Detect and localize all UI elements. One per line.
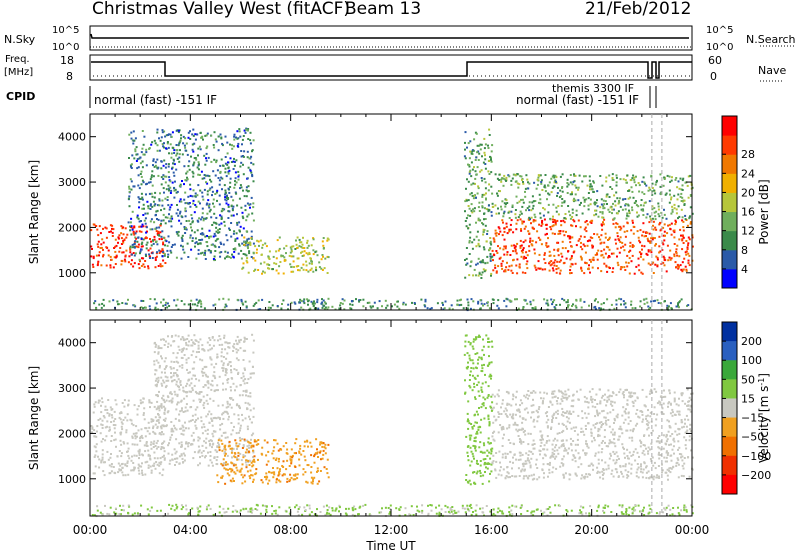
nsky-tick-low: 10^0 bbox=[52, 42, 79, 53]
cpid-label: CPID bbox=[6, 90, 35, 103]
freq-tick-high: 18 bbox=[60, 54, 74, 67]
colorbar-swatch bbox=[722, 116, 737, 136]
echo-plume-am bbox=[153, 334, 255, 467]
x-tick-label: 12:00 bbox=[374, 523, 409, 537]
x-tick-label: 04:00 bbox=[173, 523, 208, 537]
echo-afternoon-orange bbox=[216, 438, 329, 485]
y-tick-label: 2000 bbox=[58, 221, 86, 234]
freq-tick-low: 8 bbox=[66, 70, 73, 83]
colorbar-tick-label: 20 bbox=[741, 186, 755, 199]
colorbar-tick-label: 8 bbox=[741, 244, 748, 257]
colorbar-swatch bbox=[722, 154, 737, 174]
echo-ground-scatter-low bbox=[92, 504, 694, 517]
colorbar-tick-label: 100 bbox=[741, 354, 762, 367]
x-tick-label: 16:00 bbox=[474, 523, 509, 537]
y-tick-label: 2000 bbox=[58, 427, 86, 440]
echo-evening-upper bbox=[492, 173, 694, 220]
y-tick-label: 1000 bbox=[58, 267, 86, 280]
colorbar-swatch bbox=[722, 418, 737, 438]
echo-ground-scatter-low bbox=[93, 298, 693, 311]
colorbar-swatch bbox=[722, 250, 737, 270]
colorbar-tick-label: 24 bbox=[741, 167, 755, 180]
beam-label: Beam 13 bbox=[345, 0, 421, 19]
nsearch-label: N.Search bbox=[746, 33, 796, 46]
echo-plume-am bbox=[128, 128, 255, 262]
power-panel: 1000 2000 3000 4000 Slant Range [km] 4 8 12 16… bbox=[27, 114, 771, 311]
y-tick-label: 4000 bbox=[58, 337, 86, 350]
colorbar-swatch bbox=[722, 192, 737, 212]
colorbar-swatch bbox=[722, 398, 737, 418]
colorbar-tick-label: 50 bbox=[741, 373, 755, 386]
colorbar-swatch bbox=[722, 475, 737, 495]
echo-evening-grey bbox=[491, 388, 694, 481]
velocity-ylabel: Slant Range [km] bbox=[27, 366, 41, 470]
colorbar-tick-label: 16 bbox=[741, 206, 755, 219]
cpid-text-1: normal (fast) -151 IF bbox=[94, 93, 217, 107]
colorbar-swatch bbox=[722, 212, 737, 232]
y-tick-label: 4000 bbox=[58, 131, 86, 144]
y-tick-label: 3000 bbox=[58, 176, 86, 189]
y-tick-label: 3000 bbox=[58, 382, 86, 395]
nsky-line bbox=[91, 34, 689, 38]
x-tick-label: 20:00 bbox=[574, 523, 609, 537]
colorbar-swatch bbox=[722, 135, 737, 155]
x-tick-label: 00:00 bbox=[73, 523, 108, 537]
nsky-panel: N.Sky 10^5 10^0 10^5 10^0 N.Search bbox=[4, 25, 796, 53]
nave-label: Nave bbox=[758, 64, 786, 77]
power-ylabel: Slant Range [km] bbox=[27, 160, 41, 264]
echo-spike-15 bbox=[464, 129, 493, 279]
cpid-panel: CPID normal (fast) -151 IF themis 3300 I… bbox=[6, 82, 656, 108]
colorbar-swatch bbox=[722, 173, 737, 193]
nsearch-tick-high: 10^5 bbox=[706, 25, 733, 36]
cpid-text-3: normal (fast) -151 IF bbox=[516, 93, 639, 107]
colorbar-swatch bbox=[722, 269, 737, 289]
colorbar-tick-label: 200 bbox=[741, 335, 762, 348]
colorbar-swatch bbox=[722, 437, 737, 457]
echo-main-band bbox=[90, 223, 166, 269]
freq-panel: Freq. [MHz] 18 8 60 0 Nave bbox=[4, 54, 786, 83]
nsearch-tick-low: 10^0 bbox=[706, 42, 733, 53]
colorbar-swatch bbox=[722, 456, 737, 476]
colorbar-swatch bbox=[722, 360, 737, 380]
colorbar-swatch bbox=[722, 379, 737, 399]
echo-afternoon-echo bbox=[241, 237, 330, 275]
y-tick-label: 1000 bbox=[58, 473, 86, 486]
plot-title: Christmas Valley West (fitACF) bbox=[92, 0, 350, 19]
x-tick-label: 00:00 bbox=[675, 523, 710, 537]
freq-label: Freq. bbox=[5, 54, 30, 65]
freq-unit: [MHz] bbox=[4, 67, 33, 78]
power-cbar-label: Power [dB] bbox=[757, 179, 771, 244]
colorbar-swatch bbox=[722, 231, 737, 251]
x-axis-label: Time UT bbox=[365, 539, 416, 553]
echo-evening-band bbox=[492, 218, 694, 274]
colorbar-tick-label: 15 bbox=[741, 392, 755, 405]
nave-tick-low: 0 bbox=[710, 70, 717, 83]
echo-spike-15-green bbox=[464, 334, 494, 485]
date-label: 21/Feb/2012 bbox=[585, 0, 691, 19]
velocity-cbar-label: Velocity [m s-1] bbox=[757, 373, 771, 463]
colorbar-tick-label: 12 bbox=[741, 225, 755, 238]
nave-tick-high: 60 bbox=[708, 54, 722, 67]
nsky-label: N.Sky bbox=[4, 33, 36, 46]
colorbar-tick-label: −200 bbox=[741, 469, 771, 482]
colorbar-swatch bbox=[722, 322, 737, 342]
nsky-tick-high: 10^5 bbox=[52, 25, 79, 36]
colorbar-tick-label: 4 bbox=[741, 263, 748, 276]
colorbar-tick-label: 28 bbox=[741, 148, 755, 161]
colorbar-swatch bbox=[722, 341, 737, 361]
x-tick-label: 08:00 bbox=[273, 523, 308, 537]
velocity-panel: 1000 2000 3000 4000 Slant Range [km] 200 100… bbox=[27, 320, 771, 517]
